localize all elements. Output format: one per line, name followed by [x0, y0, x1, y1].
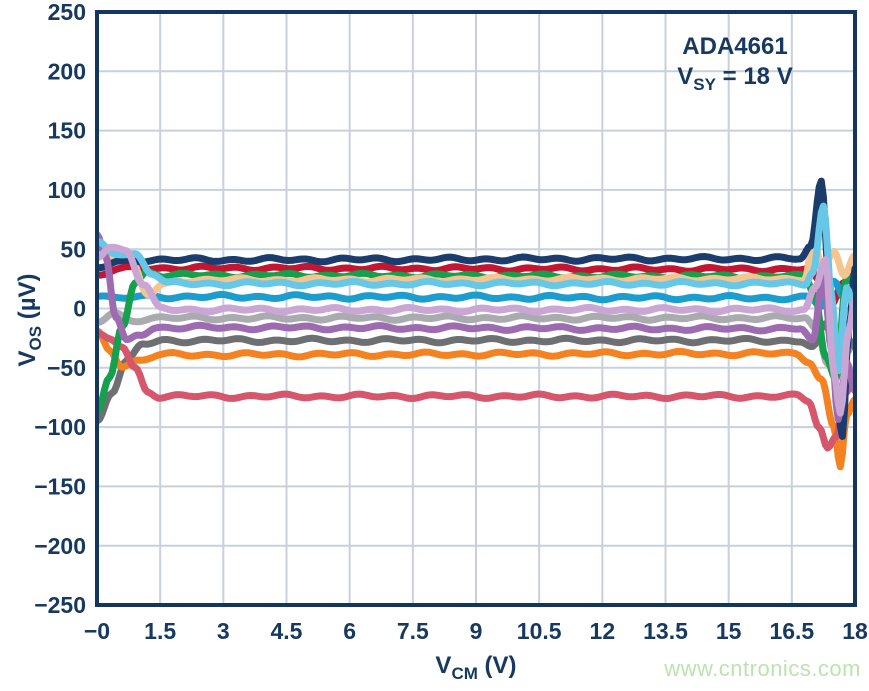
x-tick-label: 1.5 — [144, 618, 176, 644]
y-tick-label: 200 — [48, 58, 86, 84]
y-tick-label: 250 — [48, 0, 86, 25]
x-tick-label: 9 — [470, 618, 483, 644]
trace-sky — [97, 202, 855, 375]
x-tick-label: 3 — [217, 618, 230, 644]
annotation-box: ADA4661 VSY = 18 V — [635, 32, 835, 94]
y-tick-label: −200 — [34, 533, 86, 559]
x-tick-label: 6 — [343, 618, 356, 644]
x-tick-label: −0 — [84, 618, 110, 644]
x-tick-label: 7.5 — [397, 618, 429, 644]
y-tick-label: 100 — [48, 177, 86, 203]
y-axis-title: VOS (µV) — [14, 230, 45, 410]
x-tick-label: 18 — [842, 618, 868, 644]
trace-darkgray — [97, 320, 855, 425]
y-tick-label: −250 — [34, 592, 86, 618]
gridlines — [97, 12, 855, 605]
x-tick-label: 10.5 — [517, 618, 562, 644]
trace-teal — [97, 277, 855, 310]
trace-navy — [97, 177, 855, 440]
x-axis-title-subscript: CM — [451, 664, 478, 683]
annotation-supply-value: = 18 V — [715, 63, 793, 90]
trace-rose — [97, 330, 855, 452]
x-axis-title-units: (V) — [477, 652, 517, 679]
y-tick-label: −100 — [34, 414, 86, 440]
x-tick-label: 13.5 — [643, 618, 688, 644]
annotation-supply-voltage: VSY = 18 V — [635, 62, 835, 94]
tick-labels: −0 1.5 3 4.5 6 7.5 9 10.5 12 13.5 15 16.5 18 250 200 15… — [34, 0, 868, 644]
trace-crimson — [97, 262, 855, 308]
y-tick-label: 0 — [73, 296, 86, 322]
plot-frame — [95, 10, 857, 607]
y-tick-label: 50 — [60, 236, 86, 262]
y-axis-title-symbol: V — [14, 350, 41, 367]
annotation-supply-subscript: SY — [693, 75, 716, 94]
y-tick-label: 150 — [48, 118, 86, 144]
x-tick-label: 4.5 — [271, 618, 303, 644]
x-tick-label: 15 — [716, 618, 742, 644]
watermark: www.cntronics.com — [664, 656, 861, 681]
trace-lavender — [97, 243, 855, 417]
y-axis-title-subscript: OS — [26, 325, 45, 351]
y-tick-label: −50 — [47, 355, 86, 381]
trace-orange — [97, 327, 855, 471]
x-axis-title-symbol: V — [435, 652, 452, 679]
trace-peach — [97, 239, 855, 298]
y-axis-title-units: (µV) — [14, 273, 41, 326]
annotation-supply-symbol: V — [677, 63, 694, 90]
y-tick-label: −150 — [34, 473, 86, 499]
annotation-part-number: ADA4661 — [682, 33, 788, 60]
x-tick-label: 16.5 — [769, 618, 814, 644]
trace-group — [97, 177, 855, 471]
trace-medpurple — [97, 231, 855, 423]
x-tick-label: 12 — [590, 618, 616, 644]
x-axis-title: VCM (V) — [376, 652, 576, 683]
trace-silver — [97, 309, 855, 368]
